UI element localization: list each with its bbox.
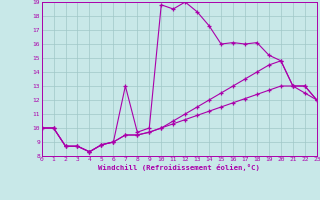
X-axis label: Windchill (Refroidissement éolien,°C): Windchill (Refroidissement éolien,°C): [98, 164, 260, 171]
